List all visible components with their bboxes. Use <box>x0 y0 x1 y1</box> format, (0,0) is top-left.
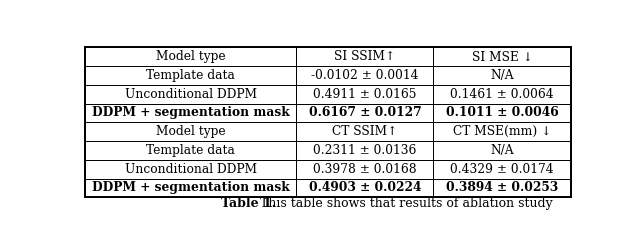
Bar <box>433 141 571 160</box>
Text: 0.1011 ± 0.0046: 0.1011 ± 0.0046 <box>446 106 559 119</box>
Text: 0.4903 ± 0.0224: 0.4903 ± 0.0224 <box>308 181 421 194</box>
Bar <box>433 47 571 66</box>
Text: 0.4329 ± 0.0174: 0.4329 ± 0.0174 <box>451 163 554 176</box>
Text: Table 1.: Table 1. <box>80 200 135 213</box>
Bar <box>296 104 433 122</box>
Text: -0.0102 ± 0.0014: -0.0102 ± 0.0014 <box>311 69 419 82</box>
Text: 0.3894 ± 0.0253: 0.3894 ± 0.0253 <box>446 181 558 194</box>
Bar <box>85 47 296 66</box>
Bar <box>85 66 296 85</box>
Text: Unconditional DDPM: Unconditional DDPM <box>125 163 257 176</box>
Text: Table 1.: Table 1. <box>221 197 276 210</box>
Bar <box>296 47 433 66</box>
Text: CT MSE(mm) ↓: CT MSE(mm) ↓ <box>453 125 552 138</box>
Text: N/A: N/A <box>490 144 514 157</box>
Text: Unconditional DDPM: Unconditional DDPM <box>125 88 257 101</box>
Text: SI SSIM↑: SI SSIM↑ <box>334 50 396 63</box>
Text: 0.1461 ± 0.0064: 0.1461 ± 0.0064 <box>451 88 554 101</box>
Text: 0.3978 ± 0.0168: 0.3978 ± 0.0168 <box>313 163 417 176</box>
Text: 0.2311 ± 0.0136: 0.2311 ± 0.0136 <box>313 144 417 157</box>
Text: Template data: Template data <box>147 69 235 82</box>
Bar <box>85 160 296 179</box>
Bar <box>433 122 571 141</box>
Text: CT SSIM↑: CT SSIM↑ <box>332 125 397 138</box>
Text: Template data: Template data <box>147 144 235 157</box>
Bar <box>296 66 433 85</box>
Text: 0.4911 ± 0.0165: 0.4911 ± 0.0165 <box>313 88 417 101</box>
Text: N/A: N/A <box>490 69 514 82</box>
Text: Model type: Model type <box>156 50 225 63</box>
Text: DDPM + segmentation mask: DDPM + segmentation mask <box>92 181 289 194</box>
Bar <box>85 179 296 197</box>
Bar <box>296 122 433 141</box>
Text: Model type: Model type <box>156 125 225 138</box>
Bar <box>433 104 571 122</box>
Text: 0.6167 ± 0.0127: 0.6167 ± 0.0127 <box>308 106 421 119</box>
Bar <box>433 66 571 85</box>
Bar <box>85 85 296 104</box>
Bar <box>296 160 433 179</box>
Bar <box>296 85 433 104</box>
Bar <box>85 47 571 197</box>
Bar <box>85 104 296 122</box>
Bar <box>296 141 433 160</box>
Bar <box>85 122 296 141</box>
Text: This table shows that results of ablation study: This table shows that results of ablatio… <box>256 197 553 210</box>
Bar <box>85 141 296 160</box>
Bar <box>433 179 571 197</box>
Text: SI MSE ↓: SI MSE ↓ <box>472 50 532 63</box>
Bar <box>433 160 571 179</box>
Text: DDPM + segmentation mask: DDPM + segmentation mask <box>92 106 289 119</box>
Bar <box>433 85 571 104</box>
Bar <box>296 179 433 197</box>
